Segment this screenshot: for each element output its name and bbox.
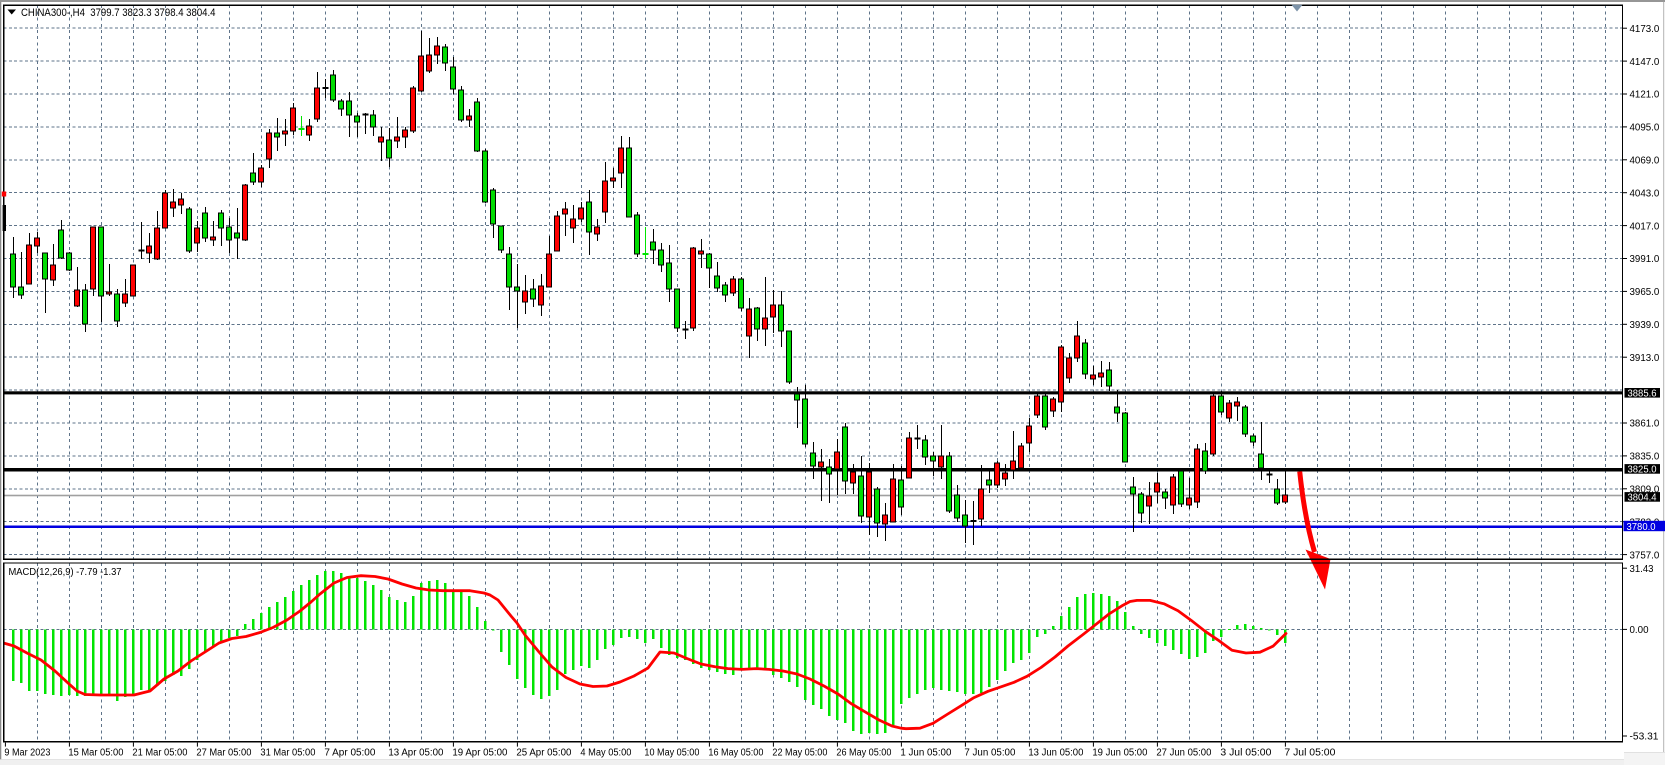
svg-text:4069.0: 4069.0 [1630, 156, 1660, 167]
svg-text:3757.0: 3757.0 [1630, 550, 1660, 561]
svg-text:13 Jun 05:00: 13 Jun 05:00 [1028, 747, 1083, 758]
svg-text:3780.0: 3780.0 [1627, 522, 1656, 533]
svg-text:4173.0: 4173.0 [1630, 24, 1660, 35]
svg-text:4095.0: 4095.0 [1630, 123, 1660, 134]
svg-text:3991.0: 3991.0 [1630, 254, 1660, 265]
svg-text:3913.0: 3913.0 [1630, 353, 1660, 364]
svg-text:3 Jul 05:00: 3 Jul 05:00 [1220, 747, 1271, 758]
svg-text:3861.0: 3861.0 [1630, 419, 1660, 430]
svg-text:25 Apr 05:00: 25 Apr 05:00 [516, 747, 571, 758]
svg-text:7 Jun 05:00: 7 Jun 05:00 [964, 747, 1015, 758]
svg-text:7 Jul 05:00: 7 Jul 05:00 [1284, 747, 1335, 758]
svg-text:4121.0: 4121.0 [1630, 90, 1660, 101]
svg-text:4147.0: 4147.0 [1630, 57, 1660, 68]
svg-text:10 May 05:00: 10 May 05:00 [644, 747, 699, 758]
svg-text:27 Jun 05:00: 27 Jun 05:00 [1156, 747, 1211, 758]
svg-text:13 Apr 05:00: 13 Apr 05:00 [388, 747, 443, 758]
svg-text:4 May 05:00: 4 May 05:00 [580, 747, 631, 758]
svg-text:19 Jun 05:00: 19 Jun 05:00 [1092, 747, 1147, 758]
svg-text:3809.0: 3809.0 [1630, 485, 1660, 496]
svg-text:CHINA300-,H4 3799.7 3823.3 37: CHINA300-,H4 3799.7 3823.3 3798.4 3804.4 [21, 7, 216, 19]
svg-text:31 Mar 05:00: 31 Mar 05:00 [260, 747, 315, 758]
svg-text:3825.0: 3825.0 [1628, 465, 1657, 476]
svg-text:MACD(12,26,9) -7.79 -1.37: MACD(12,26,9) -7.79 -1.37 [9, 566, 122, 578]
svg-text:3939.0: 3939.0 [1630, 320, 1660, 331]
svg-text:31.43: 31.43 [1630, 564, 1654, 575]
svg-text:3965.0: 3965.0 [1630, 287, 1660, 298]
svg-text:21 Mar 05:00: 21 Mar 05:00 [132, 747, 187, 758]
svg-text:0.00: 0.00 [1630, 625, 1649, 636]
svg-text:15 Mar 05:00: 15 Mar 05:00 [68, 747, 123, 758]
svg-text:16 May 05:00: 16 May 05:00 [708, 747, 763, 758]
svg-text:19 Apr 05:00: 19 Apr 05:00 [452, 747, 507, 758]
svg-text:27 Mar 05:00: 27 Mar 05:00 [196, 747, 251, 758]
svg-text:3835.0: 3835.0 [1630, 452, 1660, 463]
svg-text:9 Mar 2023: 9 Mar 2023 [4, 747, 50, 758]
svg-text:26 May 05:00: 26 May 05:00 [836, 747, 891, 758]
svg-text:4043.0: 4043.0 [1630, 188, 1660, 199]
svg-text:4017.0: 4017.0 [1630, 221, 1660, 232]
svg-text:22 May 05:00: 22 May 05:00 [772, 747, 827, 758]
svg-text:3804.4: 3804.4 [1628, 493, 1657, 504]
svg-text:1 Jun 05:00: 1 Jun 05:00 [900, 747, 951, 758]
svg-text:3885.6: 3885.6 [1628, 389, 1657, 400]
svg-text:7 Apr 05:00: 7 Apr 05:00 [324, 747, 375, 758]
svg-text:-53.31: -53.31 [1630, 732, 1659, 743]
